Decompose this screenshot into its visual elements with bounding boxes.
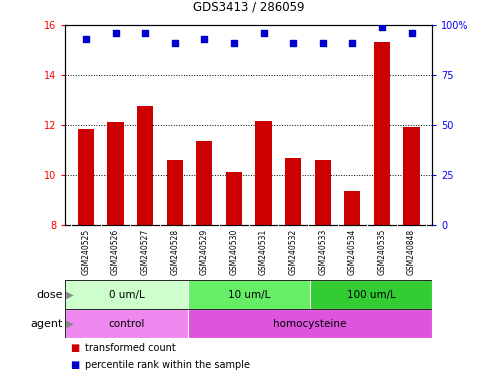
Text: 10 um/L: 10 um/L [227, 290, 270, 300]
Bar [107, 122, 124, 225]
Text: GSM240525: GSM240525 [82, 229, 90, 275]
Bar [256, 121, 272, 225]
Bar [374, 43, 390, 225]
Bar [196, 141, 213, 225]
Bar [310, 280, 432, 309]
Text: ■: ■ [70, 343, 79, 353]
Text: transformed count: transformed count [85, 343, 175, 353]
Point [289, 40, 297, 46]
Point [378, 24, 386, 30]
Bar [65, 280, 187, 309]
Text: GSM240848: GSM240848 [407, 229, 416, 275]
Bar [314, 160, 331, 225]
Point [349, 40, 356, 46]
Text: 0 um/L: 0 um/L [109, 290, 144, 300]
Bar [167, 160, 183, 225]
Bar [226, 172, 242, 225]
Bar [285, 159, 301, 225]
Text: ▶: ▶ [63, 318, 73, 329]
Text: GSM240532: GSM240532 [289, 229, 298, 275]
Text: GSM240531: GSM240531 [259, 229, 268, 275]
Text: GSM240535: GSM240535 [377, 229, 386, 275]
Text: homocysteine: homocysteine [273, 318, 347, 329]
Point [171, 40, 179, 46]
Bar [137, 106, 153, 225]
Point [260, 30, 268, 36]
Bar [403, 127, 420, 225]
Point [200, 36, 208, 42]
Text: control: control [108, 318, 144, 329]
Text: GSM240528: GSM240528 [170, 229, 179, 275]
Bar [65, 309, 187, 338]
Text: agent: agent [30, 318, 63, 329]
Point [82, 36, 90, 42]
Point [319, 40, 327, 46]
Bar [344, 191, 360, 225]
Text: ▶: ▶ [63, 290, 73, 300]
Bar [187, 280, 310, 309]
Point [112, 30, 119, 36]
Text: GSM240534: GSM240534 [348, 229, 357, 275]
Text: percentile rank within the sample: percentile rank within the sample [85, 360, 250, 370]
Text: GSM240530: GSM240530 [229, 229, 239, 275]
Point [408, 30, 415, 36]
Text: GSM240533: GSM240533 [318, 229, 327, 275]
Text: dose: dose [36, 290, 63, 300]
Text: 100 um/L: 100 um/L [347, 290, 396, 300]
Bar [187, 309, 432, 338]
Text: ■: ■ [70, 360, 79, 370]
Point [141, 30, 149, 36]
Text: GSM240527: GSM240527 [141, 229, 150, 275]
Bar [78, 129, 94, 225]
Text: GDS3413 / 286059: GDS3413 / 286059 [193, 0, 304, 13]
Text: GSM240529: GSM240529 [200, 229, 209, 275]
Point [230, 40, 238, 46]
Text: GSM240526: GSM240526 [111, 229, 120, 275]
